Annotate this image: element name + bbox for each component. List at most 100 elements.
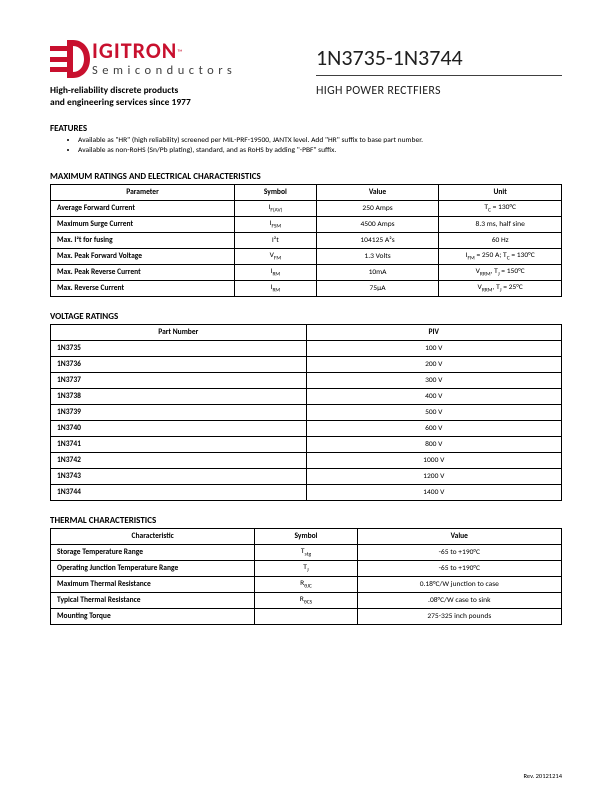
cell-partnumber: 1N3737	[51, 372, 307, 388]
cell-piv: 300 V	[306, 372, 562, 388]
table-row: 1N3735100 V	[51, 340, 562, 356]
cell-value: 75µA	[316, 280, 439, 296]
col-symbol: Symbol	[255, 528, 357, 544]
cell-partnumber: 1N3744	[51, 484, 307, 500]
col-value: Value	[316, 184, 439, 200]
cell-value: 104125 A²s	[316, 232, 439, 248]
revision: Rev. 20121214	[524, 772, 563, 780]
table-row: 1N37421000 V	[51, 452, 562, 468]
col-characteristic: Characteristic	[51, 528, 255, 544]
table-row: 1N3739500 V	[51, 404, 562, 420]
table-row: Typical Thermal ResistanceRθCS.08°C/W ca…	[51, 592, 562, 608]
cell-piv: 200 V	[306, 356, 562, 372]
cell-parameter: Max. Reverse Current	[51, 280, 235, 296]
table-row: 1N37431200 V	[51, 468, 562, 484]
feature-item: Available as non-RoHS (Sn/Pb plating), s…	[78, 146, 562, 157]
features-list: Available as "HR" (high reliability) scr…	[78, 136, 562, 157]
table-row: Storage Temperature RangeTstg-65 to +190…	[51, 544, 562, 560]
table-row: Max. Peak Forward VoltageVFM1.3 VoltsIFM…	[51, 248, 562, 264]
cell-partnumber: 1N3736	[51, 356, 307, 372]
voltage-ratings-table: Part Number PIV 1N3735100 V1N3736200 V1N…	[50, 324, 562, 501]
cell-piv: 1400 V	[306, 484, 562, 500]
cell-unit: VRRM, TJ = 150°C	[439, 264, 562, 280]
cell-partnumber: 1N3741	[51, 436, 307, 452]
table2-heading: VOLTAGE RATINGS	[50, 311, 562, 322]
cell-characteristic: Storage Temperature Range	[51, 544, 255, 560]
cell-symbol: IRM	[234, 264, 316, 280]
cell-piv: 1000 V	[306, 452, 562, 468]
cell-symbol: TJ	[255, 560, 357, 576]
cell-characteristic: Operating Junction Temperature Range	[51, 560, 255, 576]
table-row: 1N3741800 V	[51, 436, 562, 452]
table1-heading: MAXIMUM RATINGS AND ELECTRICAL CHARACTER…	[50, 171, 562, 182]
table-row: Maximum Surge CurrentIFSM4500 Amps8.3 ms…	[51, 216, 562, 232]
cell-symbol: VFM	[234, 248, 316, 264]
cell-symbol: IRM	[234, 280, 316, 296]
cell-partnumber: 1N3740	[51, 420, 307, 436]
cell-parameter: Maximum Surge Current	[51, 216, 235, 232]
col-symbol: Symbol	[234, 184, 316, 200]
cell-piv: 800 V	[306, 436, 562, 452]
cell-unit: 60 Hz	[439, 232, 562, 248]
cell-value: 250 Amps	[316, 200, 439, 216]
cell-unit: VRRM, TJ = 25°C	[439, 280, 562, 296]
cell-symbol: I²t	[234, 232, 316, 248]
cell-value: 275-325 inch pounds	[357, 608, 561, 624]
logo-brand: IGITRON	[92, 37, 177, 64]
cell-partnumber: 1N3743	[51, 468, 307, 484]
cell-value: -65 to +190°C	[357, 544, 561, 560]
cell-symbol: Tstg	[255, 544, 357, 560]
table-row: Max. Reverse CurrentIRM75µAVRRM, TJ = 25…	[51, 280, 562, 296]
cell-piv: 400 V	[306, 388, 562, 404]
col-partnumber: Part Number	[51, 324, 307, 340]
table3-heading: THERMAL CHARACTERISTICS	[50, 515, 562, 526]
cell-parameter: Max. Peak Reverse Current	[51, 264, 235, 280]
col-unit: Unit	[439, 184, 562, 200]
feature-item: Available as "HR" (high reliability) scr…	[78, 136, 562, 147]
cell-characteristic: Mounting Torque	[51, 608, 255, 624]
cell-symbol: RθCS	[255, 592, 357, 608]
table-row: Operating Junction Temperature RangeTJ-6…	[51, 560, 562, 576]
table-row: Maximum Thermal ResistanceRθJC0.18°C/W j…	[51, 576, 562, 592]
thermal-table: Characteristic Symbol Value Storage Temp…	[50, 528, 562, 625]
cell-characteristic: Maximum Thermal Resistance	[51, 576, 255, 592]
table-row: Max. Peak Reverse CurrentIRM10mAVRRM, TJ…	[51, 264, 562, 280]
cell-value: .08°C/W case to sink	[357, 592, 561, 608]
logo-mark-icon	[50, 40, 90, 78]
logo-subtext: Semiconductors	[92, 63, 236, 78]
cell-partnumber: 1N3742	[51, 452, 307, 468]
logo-tm: ™	[177, 47, 182, 56]
cell-piv: 1200 V	[306, 468, 562, 484]
cell-value: 0.18°C/W junction to case	[357, 576, 561, 592]
table-row: Average Forward CurrentIF(AV)250 AmpsTC …	[51, 200, 562, 216]
cell-parameter: Max. Peak Forward Voltage	[51, 248, 235, 264]
cell-piv: 600 V	[306, 420, 562, 436]
cell-symbol	[255, 608, 357, 624]
cell-partnumber: 1N3735	[51, 340, 307, 356]
part-title: 1N3735-1N3744	[316, 44, 562, 76]
cell-partnumber: 1N3738	[51, 388, 307, 404]
col-piv: PIV	[306, 324, 562, 340]
cell-characteristic: Typical Thermal Resistance	[51, 592, 255, 608]
cell-unit: IFM = 250 A; TC = 130°C	[439, 248, 562, 264]
cell-value: 4500 Amps	[316, 216, 439, 232]
cell-piv: 100 V	[306, 340, 562, 356]
subtitle: HIGH POWER RECTFIERS	[316, 84, 562, 98]
cell-symbol: RθJC	[255, 576, 357, 592]
table-row: 1N3738400 V	[51, 388, 562, 404]
cell-value: -65 to +190°C	[357, 560, 561, 576]
table-row: 1N3737300 V	[51, 372, 562, 388]
cell-symbol: IF(AV)	[234, 200, 316, 216]
table-row: 1N37441400 V	[51, 484, 562, 500]
cell-value: 10mA	[316, 264, 439, 280]
col-value: Value	[357, 528, 561, 544]
tagline: High-reliability discrete products and e…	[50, 84, 296, 109]
table-row: Mounting Torque 275-325 inch pounds	[51, 608, 562, 624]
cell-parameter: Average Forward Current	[51, 200, 235, 216]
company-logo: IGITRON™ Semiconductors	[50, 40, 296, 78]
table-row: Max. I²t for fusingI²t104125 A²s60 Hz	[51, 232, 562, 248]
cell-parameter: Max. I²t for fusing	[51, 232, 235, 248]
cell-value: 1.3 Volts	[316, 248, 439, 264]
table-row: 1N3736200 V	[51, 356, 562, 372]
cell-partnumber: 1N3739	[51, 404, 307, 420]
